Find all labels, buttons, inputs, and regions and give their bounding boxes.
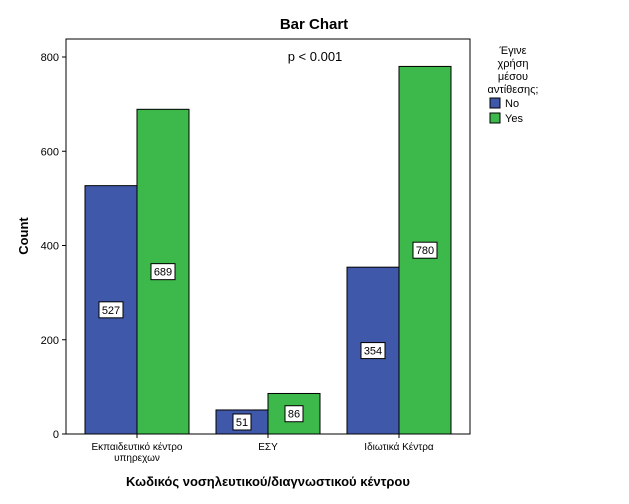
- x-tick-label-0: Εκπαιδευτικό κέντρο υπηρεχων: [92, 441, 183, 464]
- y-tick-label-4: 800: [41, 52, 59, 64]
- legend-title-line-3: αντίθεσης;: [488, 84, 539, 96]
- x-tick-label-line-2-0: Ιδιωτικά Κέντρα: [364, 441, 434, 453]
- data-label-box-1-1: [284, 405, 304, 423]
- legend-title: Έγινε χρήση μέσου αντίθεσης;: [488, 45, 539, 96]
- y-axis-title: Count: [16, 217, 31, 255]
- chart-title: Bar Chart: [280, 16, 348, 33]
- data-label-box-0-0: [98, 301, 124, 319]
- legend-label-1: Yes: [505, 113, 523, 125]
- legend-title-line-2: μέσου: [498, 71, 528, 83]
- y-tick-label-2: 400: [41, 241, 59, 253]
- data-label-box-0-2: [360, 342, 386, 360]
- x-tick-label-1: ΕΣΥ: [258, 442, 278, 453]
- x-tick-label-line-0-0: Εκπαιδευτικό κέντρο: [92, 441, 183, 453]
- data-label-1-2: 780: [416, 245, 434, 257]
- y-tick-label-3: 600: [41, 146, 59, 158]
- data-label-box-1-0: [150, 263, 176, 281]
- x-axis-title: Κωδικός νοσηλευτικού/διαγνωστικού κέντρο…: [126, 474, 410, 489]
- legend-title-line-0: Έγινε: [499, 45, 527, 57]
- x-tick-label-line-1-0: ΕΣΥ: [258, 442, 278, 453]
- y-tick-label-1: 200: [41, 335, 59, 347]
- data-label-0-1: 51: [236, 417, 248, 429]
- x-tick-label-2: Ιδιωτικά Κέντρα: [364, 441, 434, 453]
- legend-title-line-1: χρήση: [497, 58, 528, 70]
- data-label-1-1: 86: [288, 409, 300, 421]
- legend-swatch-0: [489, 97, 501, 109]
- data-label-0-0: 527: [102, 305, 120, 317]
- data-label-box-1-2: [412, 241, 438, 259]
- data-label-1-0: 689: [154, 267, 172, 279]
- legend-label-0: No: [505, 98, 519, 110]
- data-label-box-0-1: [232, 413, 252, 431]
- data-label-0-2: 354: [364, 346, 382, 358]
- x-tick-label-line-0-1: υπηρεχων: [114, 453, 160, 464]
- legend-swatch-1: [489, 112, 501, 124]
- y-tick-label-0: 0: [53, 429, 59, 441]
- annotation-p-value: p < 0.001: [288, 49, 343, 64]
